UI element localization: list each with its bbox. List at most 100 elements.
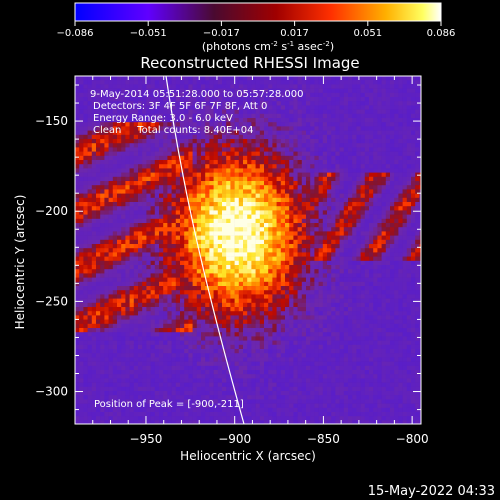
heatmap-cell <box>87 231 93 236</box>
heatmap-cell <box>100 189 105 194</box>
heatmap-cell <box>297 130 303 136</box>
heatmap-cell <box>226 298 231 304</box>
heatmap-cell <box>184 239 189 245</box>
heatmap-cell <box>154 370 160 375</box>
heatmap-cell <box>301 80 307 85</box>
heatmap-cell <box>138 151 143 157</box>
heatmap-cell <box>226 189 231 194</box>
heatmap-cell <box>310 391 315 396</box>
heatmap-cell <box>96 92 101 98</box>
heatmap-cell <box>138 386 143 392</box>
heatmap-cell <box>217 336 223 341</box>
heatmap-cell <box>301 197 307 203</box>
heatmap-cell <box>192 197 198 203</box>
heatmap-cell <box>129 294 135 299</box>
heatmap-cell <box>268 223 273 228</box>
heatmap-cell <box>87 298 93 304</box>
heatmap-cell <box>192 403 198 409</box>
heatmap-cell <box>192 109 198 115</box>
heatmap-cell <box>108 294 114 299</box>
heatmap-cell <box>310 412 315 417</box>
heatmap-cell <box>112 239 118 245</box>
heatmap-cell <box>167 160 172 165</box>
heatmap-cell <box>104 336 109 341</box>
heatmap-cell <box>75 168 80 173</box>
heatmap-cell <box>108 403 114 409</box>
heatmap-cell <box>91 328 97 333</box>
heatmap-cell <box>226 323 231 329</box>
heatmap-cell <box>159 223 164 228</box>
heatmap-cell <box>209 202 214 207</box>
heatmap-cell <box>276 256 282 262</box>
heatmap-cell <box>213 395 219 400</box>
heatmap-cell <box>121 323 126 329</box>
heatmap-cell <box>243 193 248 199</box>
heatmap-cell <box>272 97 277 102</box>
heatmap-cell <box>297 269 303 274</box>
heatmap-cell <box>184 134 189 140</box>
heatmap-cell <box>133 307 139 312</box>
heatmap-cell <box>142 365 147 371</box>
heatmap-cell <box>285 370 290 375</box>
heatmap-cell <box>138 239 143 245</box>
heatmap-cell <box>133 349 139 354</box>
heatmap-cell <box>91 281 97 287</box>
heatmap-cell <box>226 260 231 266</box>
heatmap-cell <box>297 391 303 396</box>
heatmap-cell <box>79 223 84 228</box>
heatmap-cell <box>100 160 105 165</box>
heatmap-cell <box>314 298 319 304</box>
heatmap-cell <box>205 168 210 173</box>
heatmap-cell <box>142 197 147 203</box>
heatmap-cell <box>129 147 135 152</box>
heatmap-cell <box>247 340 252 346</box>
heatmap-cell <box>314 307 319 312</box>
heatmap-cell <box>125 84 130 89</box>
heatmap-cell <box>272 223 277 228</box>
heatmap-cell <box>96 181 101 186</box>
heatmap-cell <box>121 403 126 409</box>
heatmap-cell <box>322 248 328 253</box>
heatmap-cell <box>238 256 244 262</box>
heatmap-cell <box>201 256 206 262</box>
heatmap-cell <box>196 260 202 266</box>
heatmap-cell <box>318 412 324 417</box>
heatmap-cell <box>247 273 252 278</box>
heatmap-cell <box>154 290 160 295</box>
heatmap-cell <box>129 76 135 81</box>
heatmap-cell <box>301 210 307 215</box>
heatmap-cell <box>272 193 277 199</box>
heatmap-cell <box>251 231 256 236</box>
heatmap-cell <box>293 101 298 106</box>
heatmap-cell <box>222 269 227 274</box>
heatmap-cell <box>289 319 294 325</box>
heatmap-cell <box>171 118 177 123</box>
heatmap-cell <box>301 353 307 358</box>
heatmap-cell <box>318 235 324 241</box>
heatmap-cell <box>167 265 172 270</box>
heatmap-cell <box>205 298 210 304</box>
heatmap-cell <box>184 344 189 350</box>
heatmap-cell <box>255 109 261 115</box>
heatmap-cell <box>154 92 160 98</box>
heatmap-cell <box>192 126 198 131</box>
heatmap-cell <box>297 277 303 283</box>
heatmap-cell <box>276 395 282 400</box>
heatmap-cell <box>247 420 252 424</box>
heatmap-cell <box>264 365 269 371</box>
heatmap-cell <box>230 134 235 140</box>
heatmap-cell <box>108 244 114 249</box>
heatmap-cell <box>180 332 185 337</box>
heatmap-cell <box>226 118 231 123</box>
heatmap-cell <box>163 143 168 148</box>
heatmap-cell <box>138 307 143 312</box>
heatmap-cell <box>125 160 130 165</box>
heatmap-cell <box>91 416 97 421</box>
heatmap-cell <box>121 311 126 316</box>
heatmap-cell <box>180 378 185 383</box>
heatmap-cell <box>138 277 143 283</box>
heatmap-cell <box>264 416 269 421</box>
heatmap-cell <box>272 92 277 98</box>
heatmap-cell <box>117 88 122 94</box>
heatmap-cell <box>142 160 147 165</box>
